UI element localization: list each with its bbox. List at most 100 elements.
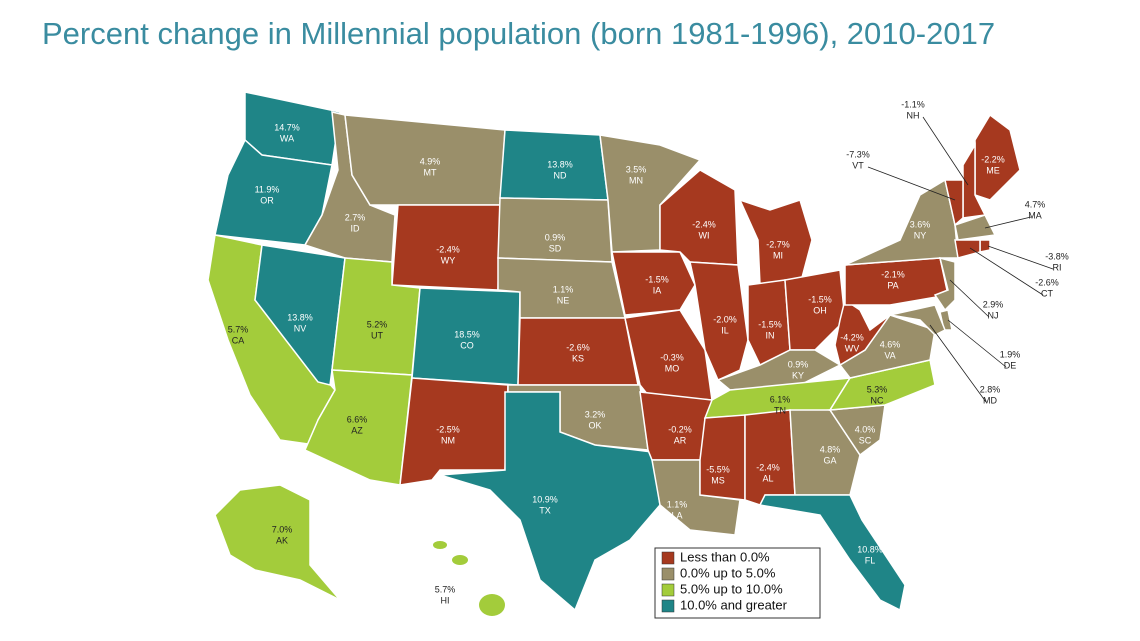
state-value: 1.1%	[553, 284, 574, 294]
state-value: 2.8%	[980, 384, 1001, 394]
state-code: WV	[845, 343, 860, 353]
state-code: RI	[1053, 262, 1062, 272]
state-code: NM	[441, 435, 455, 445]
callout-line	[984, 216, 1032, 229]
legend-label: Less than 0.0%	[680, 549, 770, 564]
state-value: 1.9%	[1000, 349, 1021, 359]
state-value: 11.9%	[255, 184, 280, 194]
state-value: 4.0%	[855, 424, 876, 434]
state	[944, 179, 964, 227]
state	[611, 251, 696, 316]
state-code: CT	[1041, 288, 1053, 298]
state-value: 2.7%	[345, 212, 366, 222]
legend-swatch	[661, 551, 675, 565]
state	[479, 594, 505, 616]
state-value: 18.5%	[454, 329, 480, 339]
state-value: 5.2%	[367, 319, 388, 329]
state-value: 13.8%	[547, 159, 573, 169]
state-code: TX	[539, 505, 551, 515]
legend-swatch	[661, 567, 675, 581]
state-value: 1.1%	[667, 499, 688, 509]
legend-label: 10.0% and greater	[680, 597, 788, 612]
state-value: -2.4%	[436, 244, 460, 254]
state-code: ID	[351, 223, 361, 233]
state-code: KS	[572, 353, 584, 363]
state	[789, 409, 861, 496]
state-code: MA	[1028, 210, 1042, 220]
state-code: NC	[871, 395, 884, 405]
state-code: GA	[823, 455, 836, 465]
state-code: ME	[986, 165, 1000, 175]
state-code: ND	[554, 170, 567, 180]
callout-line	[987, 245, 1054, 270]
state-value: -2.1%	[881, 269, 905, 279]
state-value: -2.4%	[692, 219, 716, 229]
state-code: CO	[460, 340, 474, 350]
state-code: AZ	[351, 425, 363, 435]
legend-label: 5.0% up to 10.0%	[680, 581, 783, 596]
title: Percent change in Millennial population …	[42, 16, 995, 51]
state-value: 6.1%	[770, 394, 791, 404]
state-code: AK	[276, 535, 288, 545]
state-value: 10.8%	[857, 544, 883, 554]
state-value: 6.6%	[347, 414, 368, 424]
state-value: 4.7%	[1025, 199, 1046, 209]
state-code: CA	[232, 335, 245, 345]
legend-swatch	[661, 583, 675, 597]
state	[954, 214, 997, 241]
state-code: NE	[557, 295, 570, 305]
state-value: -2.5%	[436, 424, 460, 434]
callout-line	[949, 279, 990, 318]
callout-line	[947, 319, 1007, 368]
state-value: 3.6%	[910, 219, 931, 229]
state-value: 2.9%	[983, 299, 1004, 309]
state-value: 0.9%	[788, 359, 809, 369]
state-code: OH	[813, 305, 827, 315]
state-value: -2.6%	[1035, 277, 1059, 287]
state-value: 5.3%	[867, 384, 888, 394]
state-code: MS	[711, 475, 725, 485]
state-code: MD	[983, 395, 997, 405]
state-value: -2.4%	[756, 462, 780, 472]
state-code: FL	[865, 555, 876, 565]
legend-swatch	[661, 599, 675, 613]
state-code: SD	[549, 243, 562, 253]
state-value: 10.9%	[532, 494, 558, 504]
state-value: -1.1%	[901, 99, 925, 109]
state-code: VA	[884, 350, 895, 360]
state-value: -2.6%	[566, 342, 590, 352]
state-value: 4.6%	[880, 339, 901, 349]
state-value: -1.5%	[808, 294, 832, 304]
state	[689, 261, 749, 381]
state-code: OK	[588, 420, 601, 430]
state-value: -0.3%	[660, 352, 684, 362]
state-code: WY	[441, 255, 456, 265]
state	[214, 484, 341, 601]
state	[889, 304, 946, 336]
state-code: SC	[859, 435, 872, 445]
state-value: 3.5%	[626, 164, 647, 174]
state-value: -2.0%	[713, 314, 737, 324]
state-code: KY	[792, 370, 804, 380]
states	[207, 91, 1021, 616]
state-code: HI	[441, 595, 450, 605]
state	[828, 359, 936, 411]
state-value: -0.2%	[668, 424, 692, 434]
state-code: UT	[371, 330, 383, 340]
state-value: -1.5%	[645, 274, 669, 284]
state	[954, 239, 981, 259]
state-code: VT	[852, 160, 864, 170]
state	[452, 555, 468, 565]
state-code: DE	[1004, 360, 1017, 370]
state-code: MN	[629, 175, 643, 185]
state-code: WI	[699, 230, 710, 240]
state-value: 3.2%	[585, 409, 606, 419]
state-value: 14.7%	[274, 122, 300, 132]
state-code: NH	[907, 110, 920, 120]
state-value: -4.2%	[840, 332, 864, 342]
callout-line	[969, 247, 1044, 296]
state-code: WA	[280, 133, 294, 143]
legend-box	[654, 547, 821, 619]
state-value: -5.5%	[706, 464, 730, 474]
